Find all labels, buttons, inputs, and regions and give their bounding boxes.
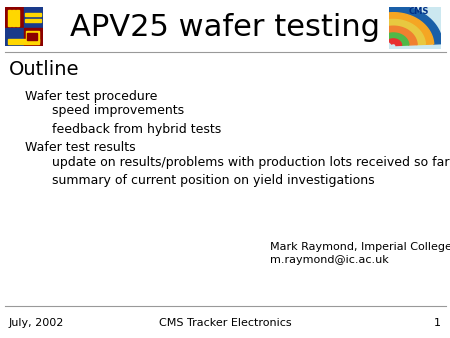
Text: Outline: Outline bbox=[9, 60, 80, 79]
Bar bbox=[25, 19, 41, 22]
Bar bbox=[23, 28, 43, 46]
Bar bbox=[12, 10, 15, 26]
Text: m.raymond@ic.ac.uk: m.raymond@ic.ac.uk bbox=[270, 255, 389, 265]
Bar bbox=[4, 28, 23, 46]
Text: Wafer test procedure: Wafer test procedure bbox=[25, 90, 157, 103]
Text: summary of current position on yield investigations: summary of current position on yield inv… bbox=[52, 174, 374, 187]
Polygon shape bbox=[368, 13, 434, 44]
Bar bbox=[8, 10, 11, 26]
Polygon shape bbox=[373, 20, 425, 45]
Bar bbox=[4, 7, 23, 28]
Bar bbox=[26, 31, 39, 42]
Polygon shape bbox=[388, 39, 402, 46]
Bar bbox=[27, 33, 37, 40]
Bar bbox=[25, 14, 41, 17]
Text: 1: 1 bbox=[434, 318, 441, 328]
Text: speed improvements: speed improvements bbox=[52, 104, 184, 117]
Text: APV25 wafer testing: APV25 wafer testing bbox=[70, 13, 380, 42]
Bar bbox=[8, 39, 39, 44]
Text: CMS Tracker Electronics: CMS Tracker Electronics bbox=[159, 318, 291, 328]
Polygon shape bbox=[383, 33, 409, 45]
Text: CMS: CMS bbox=[409, 7, 429, 16]
Text: update on results/problems with production lots received so far: update on results/problems with producti… bbox=[52, 156, 449, 169]
Text: Wafer test results: Wafer test results bbox=[25, 141, 135, 153]
Polygon shape bbox=[378, 26, 417, 45]
Bar bbox=[16, 10, 19, 26]
Text: Mark Raymond, Imperial College: Mark Raymond, Imperial College bbox=[270, 242, 450, 252]
Text: feedback from hybrid tests: feedback from hybrid tests bbox=[52, 123, 221, 136]
Bar bbox=[23, 7, 43, 28]
Text: July, 2002: July, 2002 bbox=[9, 318, 64, 328]
Polygon shape bbox=[362, 5, 442, 44]
